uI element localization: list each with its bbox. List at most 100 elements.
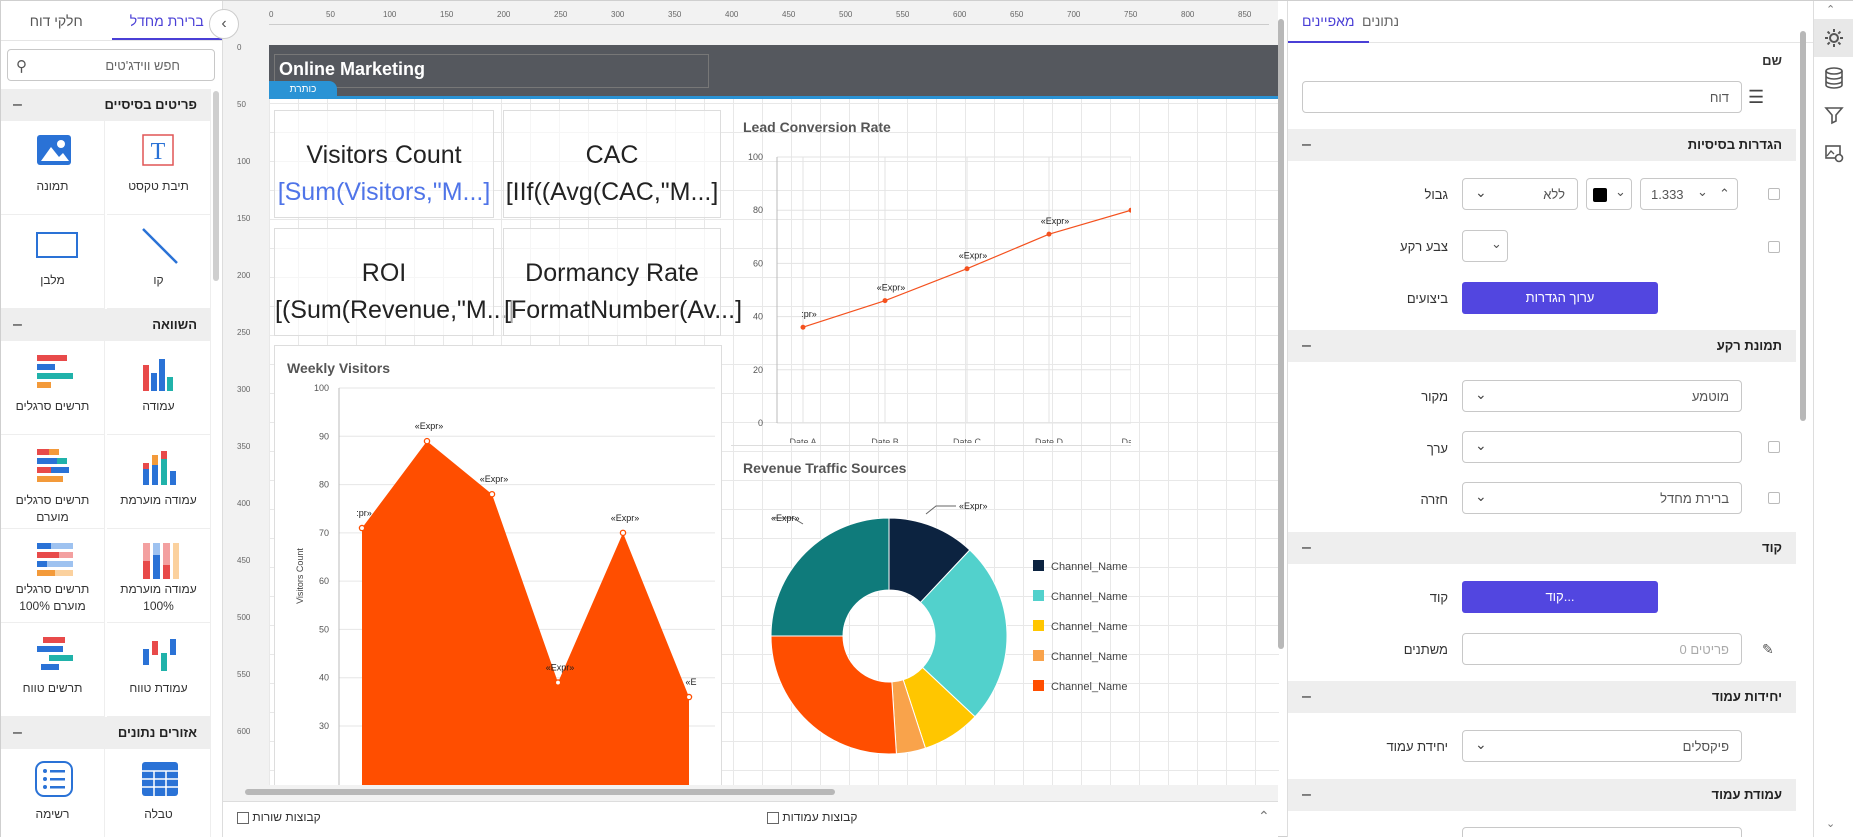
bg-color-picker[interactable]: ⌄ (1462, 230, 1508, 262)
collapse-icon[interactable]: – (1302, 539, 1311, 556)
section-code[interactable]: – קוד (1288, 532, 1796, 564)
widget-image[interactable]: תמונה (1, 121, 105, 215)
collapse-icon[interactable]: – (1302, 786, 1311, 803)
actions-label: ביצועים (1406, 291, 1448, 306)
tab-default[interactable]: ברירת מחדל (111, 1, 222, 40)
chevron-down-icon[interactable]: ⌄ (1826, 818, 1836, 830)
list-icon[interactable]: ☰ (1748, 87, 1765, 107)
kpi-label: CAC (585, 141, 639, 169)
section-background-image[interactable]: – תמונת רקע (1288, 330, 1796, 362)
widget-stacked-column[interactable]: עמודה מוערמת (107, 435, 211, 529)
report-header[interactable]: Online Marketing כותרת (269, 45, 1279, 99)
bg-color-checkbox[interactable] (1768, 241, 1780, 253)
border-checkbox[interactable] (1768, 188, 1780, 200)
header-tag[interactable]: כותרת (269, 81, 337, 99)
data-label: :pr» (801, 309, 817, 319)
database-icon[interactable] (1814, 59, 1853, 97)
code-button[interactable]: קוד... (1462, 581, 1658, 613)
gear-icon[interactable] (1814, 19, 1853, 57)
collapse-icon[interactable]: – (13, 96, 22, 113)
widget-range-column[interactable]: עמודת טווח (107, 623, 211, 717)
source-select[interactable]: ⌄ מוטמע (1462, 380, 1742, 412)
x-tick-label: Date A (789, 437, 816, 443)
variables-input[interactable]: פריטים 0 (1462, 633, 1742, 665)
y-tick-label: 70 (319, 528, 329, 538)
widget-search-input[interactable]: ⚲ חפש ווידג'טים (7, 49, 215, 81)
section-title: פריטים בסיסיים (104, 97, 197, 112)
chevron-up-icon[interactable]: ⌃ (1826, 4, 1836, 16)
row-groups[interactable]: קבוצות שורות (233, 810, 321, 824)
widget-bar[interactable]: תרשים סרגלים (1, 341, 105, 435)
report-page[interactable]: Online Marketing כותרת Visitors Count [S… (269, 45, 1279, 785)
design-canvas[interactable]: 0 50 100 150 200 250 300 350 400 450 500 550 600 650 7… (223, 1, 1284, 837)
scroll-thumb[interactable] (1278, 19, 1284, 649)
section-basic-settings[interactable]: – הגדרות בסיסיות (1288, 129, 1796, 161)
edit-settings-button[interactable]: ערוך הגדרות (1462, 282, 1658, 314)
filter-icon[interactable] (1814, 97, 1853, 135)
border-width-input[interactable]: 1.333 ⌄ ⌃ (1640, 178, 1738, 210)
widget-column[interactable]: עמודה (107, 341, 211, 435)
section-page-units[interactable]: – יחידות עמוד (1288, 681, 1796, 713)
widget-title: Weekly Visitors (287, 360, 390, 376)
image-settings-icon[interactable] (1814, 135, 1853, 173)
properties-scrollbar[interactable] (1800, 31, 1806, 421)
widget-panel-scrollbar[interactable] (213, 91, 219, 281)
widget-weekly-visitors[interactable]: Weekly Visitors 30 40 50 60 70 80 90 100 Visitor… (274, 345, 722, 785)
kpi-dormancy[interactable]: Dormancy Rate [FormatNumber(Av...] (503, 228, 742, 336)
widget-text-box[interactable]: T תיבת טקסט (107, 121, 211, 215)
collapse-icon[interactable]: – (1302, 688, 1311, 705)
collapse-panel-button[interactable]: ‹ (209, 9, 239, 39)
section-title: קוד (1762, 540, 1782, 555)
ruler-tick-label: 300 (237, 385, 251, 394)
kpi-cac[interactable]: CAC [IIf((Avg(CAC,"M...] (503, 110, 721, 218)
collapse-icon[interactable]: – (1302, 136, 1311, 153)
widget-revenue-sources[interactable]: Revenue Traffic Sources «Expr» «Expr» Chan… (731, 445, 1131, 785)
svg-text:T: T (151, 139, 166, 165)
widget-stacked-column-100[interactable]: עמודה מוערמת 100% (107, 529, 211, 623)
section-page-column[interactable]: – עמודת עמוד (1288, 779, 1796, 811)
lead-conversion-chart: 0 20 40 60 80 100 Date A Date B Date C Date D Date… (748, 152, 1131, 443)
section-basic-items[interactable]: – פריטים בסיסיים (1, 89, 211, 121)
title-box[interactable] (274, 54, 709, 88)
widget-table[interactable]: טבלה (107, 749, 211, 837)
ruler-tick-label: 450 (782, 10, 796, 19)
border-style-select[interactable]: ⌄ ללא (1462, 178, 1578, 210)
collapse-icon[interactable]: – (1302, 337, 1311, 354)
widget-line[interactable]: קו (107, 215, 211, 309)
tab-report-parts[interactable]: חלקי דוח (29, 13, 83, 29)
page-unit-select[interactable]: ⌄ פיקסלים (1462, 730, 1742, 762)
chevron-down-icon[interactable]: ⌄ (1697, 184, 1708, 199)
value-checkbox[interactable] (1768, 441, 1780, 453)
collapse-icon[interactable]: – (13, 724, 22, 741)
widget-label: עמודת טווח (129, 681, 188, 695)
canvas-horizontal-scrollbar[interactable] (233, 788, 1273, 796)
tab-properties[interactable]: מאפיינים (1288, 1, 1369, 43)
page-column-input[interactable] (1462, 827, 1742, 837)
ruler-tick-label: 50 (237, 100, 246, 109)
repeat-checkbox[interactable] (1768, 492, 1780, 504)
widget-range-bar[interactable]: תרשים טווח (1, 623, 105, 717)
chevron-up-icon[interactable]: ⌃ (1719, 186, 1730, 201)
scroll-thumb[interactable] (245, 789, 835, 795)
widget-lead-conversion[interactable]: Lead Conversion Rate 0 20 40 60 80 100 Date A D… (731, 105, 1131, 443)
value-select[interactable]: ⌄ (1462, 431, 1742, 463)
collapse-icon[interactable]: – (13, 316, 22, 333)
repeat-select[interactable]: ⌄ ברירת מחדל (1462, 482, 1742, 514)
column-groups[interactable]: קבוצות עמודות (763, 810, 857, 824)
chevron-up-icon[interactable]: ⌃ (1258, 808, 1270, 824)
section-data-regions[interactable]: – אזורים נתונים (1, 717, 211, 749)
legend-label: Channel_Name (1051, 591, 1127, 603)
border-color-picker[interactable]: ⌄ (1586, 178, 1632, 210)
widget-list[interactable]: רשימה (1, 749, 105, 837)
widget-stacked-bar-100[interactable]: תרשים סרגלים מוערם 100% (1, 529, 105, 623)
tab-data[interactable]: נתונים (1362, 13, 1400, 29)
edit-pencil-icon[interactable]: ✎ (1762, 641, 1774, 657)
widget-stacked-bar[interactable]: תרשים סרגלים מוערם (1, 435, 105, 529)
ruler-vertical: 0 50 100 150 200 250 300 350 400 450 500 550 600 (237, 43, 253, 793)
kpi-roi[interactable]: ROI [(Sum(Revenue,"M...] (274, 228, 515, 336)
widget-rectangle[interactable]: מלבן (1, 215, 105, 309)
name-input[interactable]: דוח (1302, 81, 1742, 113)
section-comparison[interactable]: – השוואה (1, 309, 211, 341)
canvas-vertical-scrollbar[interactable] (1277, 11, 1285, 791)
kpi-visitors[interactable]: Visitors Count [Sum(Visitors,"M...] (274, 110, 494, 218)
